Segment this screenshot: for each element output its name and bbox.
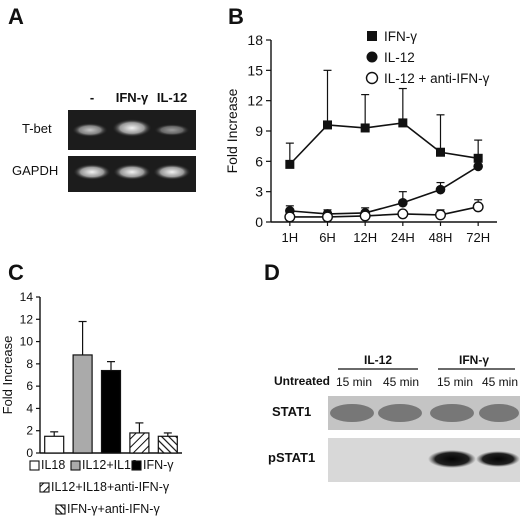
- pstat1-band-1: [428, 450, 476, 468]
- b-y-tick-label: 0: [255, 214, 263, 230]
- b-point-open-circle: [435, 209, 447, 221]
- c-y-axis-label: Fold Increase: [0, 336, 15, 415]
- c-legend-swatch: [29, 460, 40, 471]
- gapdh-band-1: [73, 164, 111, 180]
- c-legend-swatch: [131, 460, 142, 471]
- c-bar: [100, 369, 122, 454]
- c-y-tick-label: 14: [20, 290, 34, 304]
- b-series-line: [289, 206, 479, 218]
- b-point-square: [323, 120, 332, 130]
- b-legend-label: IFN-γ: [384, 29, 417, 44]
- stat1-band-3: [430, 404, 474, 422]
- group-label-il12: IL-12: [364, 353, 392, 367]
- b-point-circle: [473, 161, 483, 172]
- b-legend-label: IL-12 + anti-IFN-γ: [384, 71, 490, 86]
- panel-label-d: D: [264, 260, 280, 285]
- row-label-stat1: STAT1: [272, 404, 311, 419]
- b-point-open-circle: [322, 211, 334, 223]
- b-point-circle: [435, 184, 446, 195]
- tbet-band-1: [72, 123, 108, 137]
- stat1-band-1: [330, 404, 374, 422]
- b-series-line: [289, 122, 479, 165]
- c-bar: [157, 435, 178, 454]
- panel-d-blot: IL-12 IFN-γ Untreated 15 min 45 min 15 m…: [268, 353, 520, 482]
- c-y-tick-label: 4: [26, 401, 33, 415]
- c-bar: [44, 435, 65, 454]
- b-point-open-circle: [397, 208, 409, 220]
- b-y-tick-label: 3: [255, 184, 263, 200]
- tbet-band-2: [112, 119, 152, 137]
- b-y-axis-label: Fold Increase: [224, 88, 240, 173]
- gapdh-band-3: [153, 164, 191, 180]
- c-y-tick-label: 6: [26, 379, 33, 393]
- b-x-tick-label: 24H: [391, 230, 415, 245]
- c-y-tick-label: 12: [20, 312, 34, 326]
- b-legend-marker: [365, 71, 379, 85]
- b-legend-marker: [366, 51, 378, 63]
- lane-label-il12: IL-12: [157, 90, 187, 105]
- b-x-tick-label: 12H: [353, 230, 377, 245]
- b-x-tick-label: 72H: [466, 230, 490, 245]
- b-x-tick-label: 48H: [429, 230, 453, 245]
- c-y-tick-label: 8: [26, 357, 33, 371]
- b-y-tick-label: 18: [247, 32, 263, 48]
- panel-c-bar-chart: 0 2 4 6 8 10 12 14 Fold Increase IL18 IL12+IL18 IFN…: [0, 290, 182, 516]
- b-point-square: [436, 147, 445, 157]
- time-label-ifn-15: 15 min: [437, 375, 473, 389]
- c-legend-label: IFN-γ+anti-IFN-γ: [67, 502, 160, 516]
- c-y-tick-label: 2: [26, 424, 33, 438]
- b-point-open-circle: [284, 211, 296, 223]
- c-legend-label: IL12+IL18+anti-IFN-γ: [51, 480, 170, 494]
- b-legend-marker: [367, 31, 377, 41]
- b-point-open-circle: [472, 201, 484, 213]
- lane-label-ifn: IFN-γ: [116, 90, 149, 105]
- b-x-tick-label: 1H: [282, 230, 299, 245]
- panel-label-b: B: [228, 4, 244, 29]
- row-label-gapdh: GAPDH: [12, 163, 58, 178]
- row-label-tbet: T-bet: [22, 121, 52, 136]
- panel-label-a: A: [8, 4, 24, 29]
- pstat1-band-2: [476, 451, 520, 467]
- time-label-ifn-45: 45 min: [482, 375, 518, 389]
- stat1-band-4: [479, 404, 519, 422]
- c-bar: [72, 354, 93, 454]
- b-series-line: [289, 165, 479, 215]
- group-label-ifn: IFN-γ: [459, 353, 489, 367]
- time-label-il12-45: 45 min: [383, 375, 419, 389]
- b-y-tick-label: 12: [247, 93, 263, 109]
- b-point-open-circle: [359, 210, 371, 222]
- b-point-square: [285, 159, 295, 169]
- b-point-square: [360, 123, 370, 133]
- c-legend-label: IL18: [41, 458, 65, 472]
- b-y-tick-label: 6: [255, 153, 263, 169]
- time-label-il12-15: 15 min: [336, 375, 372, 389]
- b-point-square: [473, 153, 483, 163]
- b-point-circle: [398, 197, 408, 208]
- panel-a-gel: - IFN-γ IL-12 T-bet GAPDH: [12, 90, 196, 192]
- lane-label-minus: -: [90, 90, 94, 105]
- b-x-tick-label: 6H: [319, 230, 336, 245]
- c-y-tick-label: 10: [20, 335, 34, 349]
- panel-b-line-chart: 0 3 6 9 12 15 18 1H 6H 12H 24H 48H 72H Fold Increase I…: [224, 29, 497, 245]
- tbet-band-3: [154, 124, 190, 136]
- c-legend-swatch: [39, 482, 50, 493]
- c-legend-label: IL12+IL18: [82, 458, 138, 472]
- c-y-tick-label: 0: [26, 446, 33, 460]
- stat1-band-2: [378, 404, 422, 422]
- gapdh-band-2: [113, 164, 151, 180]
- c-legend-swatch: [55, 504, 66, 515]
- b-y-tick-label: 15: [247, 62, 263, 78]
- row-label-pstat1: pSTAT1: [268, 450, 315, 465]
- b-y-tick-label: 9: [255, 123, 263, 139]
- b-point-square: [398, 118, 408, 128]
- panel-label-c: C: [8, 260, 24, 285]
- c-legend-label: IFN-γ: [143, 458, 174, 472]
- untreated-label: Untreated: [274, 374, 330, 388]
- c-legend-swatch: [70, 460, 81, 471]
- b-legend-label: IL-12: [384, 50, 415, 65]
- c-bar: [129, 432, 150, 454]
